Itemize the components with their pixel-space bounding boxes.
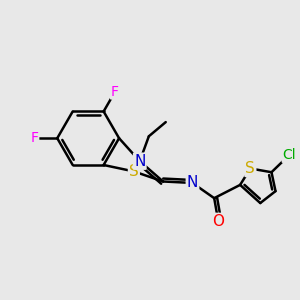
Text: F: F	[30, 131, 38, 145]
Text: N: N	[134, 154, 146, 169]
Text: S: S	[129, 164, 139, 179]
Text: F: F	[111, 85, 119, 99]
Text: N: N	[187, 176, 198, 190]
Text: O: O	[212, 214, 224, 229]
Text: Cl: Cl	[283, 148, 296, 162]
Text: S: S	[245, 161, 255, 176]
